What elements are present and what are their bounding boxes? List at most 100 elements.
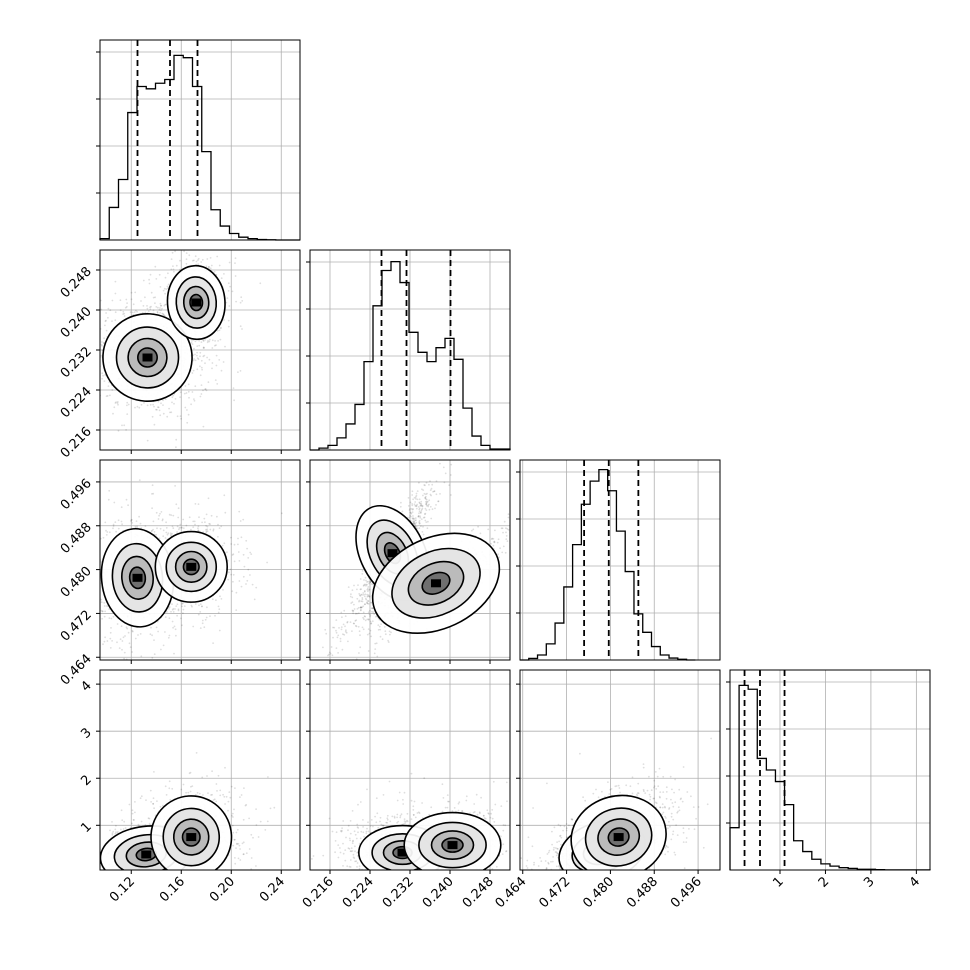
panel-frame — [519, 459, 721, 661]
scatter-point — [156, 527, 158, 530]
scatter-point — [425, 493, 427, 496]
scatter-point — [411, 490, 414, 493]
scatter-point — [344, 630, 347, 633]
scatter-point — [98, 418, 100, 420]
scatter-point — [96, 855, 98, 857]
scatter-point — [198, 516, 200, 519]
scatter-point — [388, 630, 391, 633]
scatter-point — [503, 520, 506, 523]
scatter-point — [352, 612, 354, 615]
scatter-point — [352, 622, 355, 625]
scatter-point — [525, 534, 527, 536]
scatter-point — [105, 605, 108, 607]
pair-grid — [100, 460, 300, 660]
scatter-point — [97, 360, 99, 362]
scatter-point — [193, 399, 196, 402]
scatter-point — [190, 244, 192, 246]
scatter-point — [61, 858, 63, 860]
scatter-point — [201, 521, 204, 524]
scatter-point — [103, 380, 106, 382]
panel-frame — [99, 459, 301, 661]
scatter-point — [211, 339, 214, 342]
scatter-point — [95, 328, 97, 330]
scatter-point — [95, 298, 97, 300]
scatter-point — [82, 587, 84, 589]
scatter-point — [105, 319, 107, 322]
scatter-point — [116, 876, 118, 878]
scatter-point — [155, 306, 158, 308]
scatter-point — [241, 328, 243, 330]
scatter-point — [429, 505, 432, 508]
scatter-point — [112, 615, 115, 618]
scatter-point — [113, 870, 115, 872]
scatter-point — [425, 503, 427, 505]
scatter-point — [109, 647, 112, 649]
scatter-point — [370, 635, 372, 638]
scatter-point — [161, 518, 164, 521]
scatter-point — [237, 551, 240, 553]
scatter-point — [201, 258, 204, 261]
scatter-point — [159, 512, 161, 515]
scatter-point — [180, 417, 183, 420]
scatter-point — [80, 897, 82, 899]
scatter-point — [369, 580, 372, 583]
scatter-point — [216, 515, 218, 518]
scatter-point — [171, 620, 174, 623]
scatter-point — [170, 268, 173, 271]
scatter-point — [365, 598, 368, 601]
scatter-point — [370, 601, 372, 604]
scatter-point — [121, 424, 123, 427]
scatter-point — [164, 878, 166, 880]
scatter-point — [101, 341, 103, 343]
scatter-point — [505, 527, 507, 530]
scatter-point — [418, 512, 420, 515]
scatter-point — [352, 609, 355, 612]
scatter-point — [343, 633, 346, 636]
scatter-point — [215, 599, 217, 601]
scatter-point — [367, 650, 370, 652]
scatter-point — [97, 620, 99, 622]
scatter-point — [358, 599, 361, 602]
x-tick-label: 3 — [861, 874, 877, 890]
scatter-point — [168, 617, 171, 620]
scatter-point — [367, 590, 369, 593]
scatter-point — [161, 312, 164, 315]
scatter-point — [134, 525, 137, 528]
scatter-point — [231, 554, 234, 556]
scatter-point — [349, 595, 352, 598]
pair-panel-2-1 — [306, 459, 527, 664]
scatter-point — [114, 319, 117, 322]
scatter-point — [355, 619, 358, 622]
scatter-point — [180, 617, 182, 620]
scatter-point — [344, 625, 346, 628]
scatter-point — [239, 325, 242, 328]
scatter-point — [94, 831, 96, 833]
scatter-point — [366, 618, 369, 621]
scatter-point — [220, 525, 223, 528]
scatter-point — [116, 402, 119, 404]
scatter-point — [103, 337, 105, 340]
scatter-point — [384, 630, 387, 633]
scatter-point — [155, 892, 157, 894]
scatter-point — [220, 598, 223, 600]
scatter-point — [245, 539, 248, 542]
scatter-point — [418, 501, 421, 504]
scatter-point — [338, 662, 340, 664]
scatter-point — [171, 525, 174, 528]
scatter-point — [154, 873, 156, 875]
scatter-point — [237, 543, 239, 546]
scatter-point — [356, 588, 358, 591]
scatter-point — [155, 408, 157, 411]
scatter-point — [490, 538, 493, 540]
scatter-point — [501, 551, 504, 554]
scatter-point — [158, 900, 160, 902]
density-peak — [132, 573, 143, 582]
scatter-point — [197, 529, 200, 532]
scatter-point — [504, 551, 507, 554]
scatter-point — [208, 338, 211, 341]
scatter-point — [361, 594, 363, 596]
scatter-point — [217, 233, 219, 235]
scatter-point — [219, 327, 222, 330]
scatter-point — [94, 598, 96, 600]
scatter-point — [167, 876, 169, 878]
